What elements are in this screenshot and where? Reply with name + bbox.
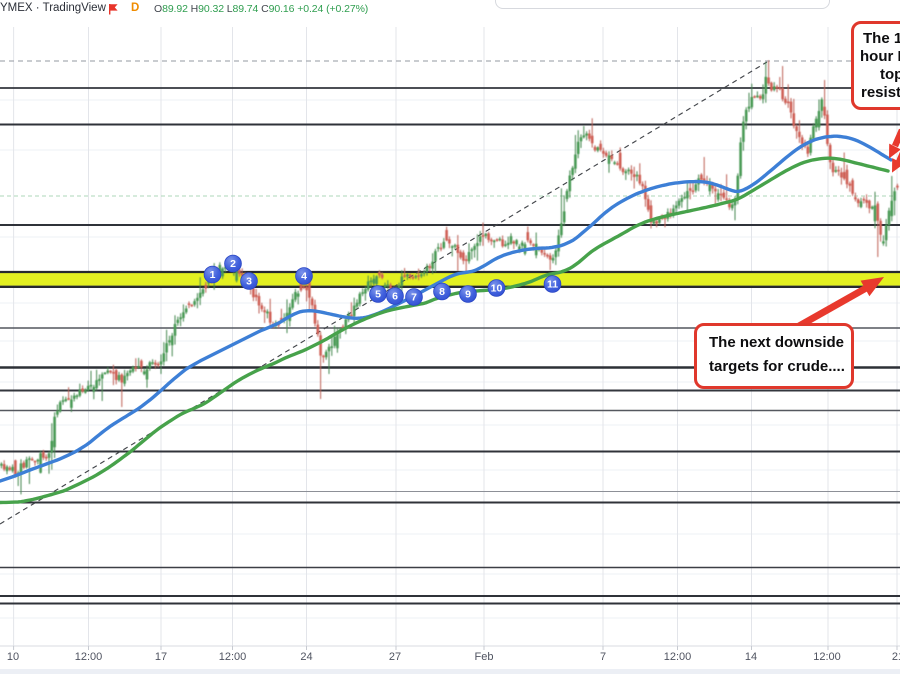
svg-text:6: 6	[392, 291, 398, 303]
svg-text:9: 9	[465, 289, 471, 301]
svg-text:3: 3	[246, 276, 252, 288]
svg-text:7: 7	[411, 292, 417, 304]
svg-text:1: 1	[210, 269, 216, 281]
svg-text:5: 5	[375, 289, 381, 301]
svg-text:2: 2	[230, 258, 236, 270]
svg-text:11: 11	[547, 279, 558, 291]
svg-text:8: 8	[439, 286, 445, 298]
svg-text:10: 10	[491, 283, 503, 295]
svg-text:4: 4	[301, 271, 307, 283]
